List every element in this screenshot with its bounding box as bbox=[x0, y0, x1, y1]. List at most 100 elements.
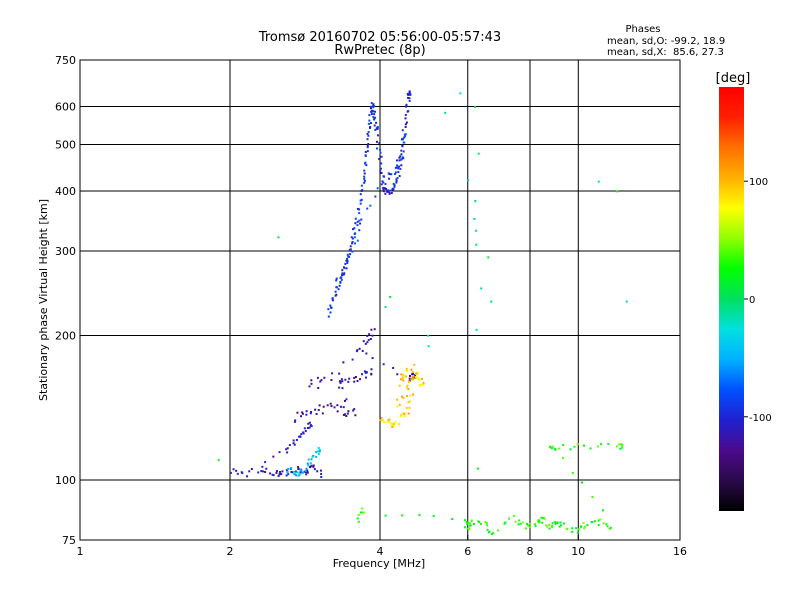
data-point bbox=[359, 202, 362, 205]
data-point bbox=[408, 90, 411, 93]
data-point bbox=[396, 177, 399, 180]
data-point bbox=[310, 425, 313, 428]
data-point bbox=[320, 476, 323, 479]
data-point bbox=[402, 157, 405, 160]
data-point bbox=[318, 450, 321, 453]
data-point bbox=[395, 159, 398, 162]
data-point bbox=[393, 172, 396, 175]
colorbar-tick-label: 0 bbox=[749, 295, 755, 306]
data-point bbox=[307, 427, 310, 430]
data-point bbox=[322, 405, 325, 408]
data-point bbox=[463, 526, 466, 529]
data-point bbox=[398, 403, 401, 406]
data-point bbox=[364, 150, 367, 153]
data-point bbox=[369, 105, 372, 108]
data-point bbox=[401, 514, 404, 517]
data-point bbox=[476, 467, 479, 470]
data-point bbox=[396, 405, 399, 408]
data-point bbox=[403, 136, 406, 139]
data-point bbox=[305, 413, 308, 416]
data-point bbox=[470, 519, 473, 522]
data-point bbox=[380, 183, 383, 186]
data-point bbox=[380, 416, 383, 419]
data-point bbox=[361, 349, 364, 352]
data-point bbox=[390, 422, 393, 425]
data-point bbox=[286, 470, 289, 473]
data-point bbox=[404, 135, 407, 138]
data-point bbox=[556, 522, 559, 525]
data-point bbox=[554, 522, 557, 525]
data-point bbox=[474, 106, 477, 109]
data-point bbox=[310, 458, 313, 461]
data-point bbox=[330, 405, 333, 408]
data-point bbox=[317, 452, 320, 455]
data-point bbox=[394, 171, 397, 174]
data-point bbox=[375, 127, 378, 130]
data-point bbox=[375, 121, 378, 124]
data-point bbox=[358, 208, 361, 211]
data-point bbox=[333, 406, 336, 409]
data-point bbox=[338, 372, 341, 375]
data-point bbox=[305, 467, 308, 470]
data-point bbox=[366, 133, 369, 136]
data-point bbox=[576, 443, 579, 446]
data-point bbox=[265, 467, 268, 470]
data-point bbox=[541, 521, 544, 524]
data-point bbox=[370, 102, 373, 105]
data-point bbox=[414, 374, 417, 377]
data-point bbox=[391, 188, 394, 191]
data-point bbox=[379, 170, 382, 173]
data-point bbox=[527, 524, 530, 527]
data-point bbox=[361, 189, 364, 192]
data-point bbox=[261, 465, 264, 468]
data-point bbox=[491, 532, 494, 535]
data-point bbox=[358, 347, 361, 350]
data-point bbox=[534, 524, 537, 527]
data-point bbox=[353, 236, 356, 239]
data-point bbox=[411, 375, 414, 378]
data-point bbox=[217, 459, 220, 462]
data-point bbox=[241, 472, 244, 475]
data-point bbox=[382, 186, 385, 189]
data-point bbox=[363, 179, 366, 182]
series-f-trace-inner bbox=[335, 133, 407, 289]
data-point bbox=[418, 384, 421, 387]
data-point bbox=[373, 124, 376, 127]
data-point bbox=[537, 519, 540, 522]
data-point bbox=[295, 438, 298, 441]
data-point bbox=[554, 448, 557, 451]
data-point bbox=[351, 250, 354, 253]
data-point bbox=[374, 195, 377, 198]
data-point bbox=[388, 192, 391, 195]
data-point bbox=[229, 471, 232, 474]
data-point bbox=[470, 520, 473, 523]
data-point bbox=[340, 378, 343, 381]
data-point bbox=[359, 193, 362, 196]
data-point bbox=[575, 527, 578, 530]
data-point bbox=[582, 522, 585, 525]
series-f-trace-lower bbox=[327, 102, 379, 318]
data-point bbox=[573, 445, 576, 448]
data-point bbox=[344, 378, 347, 381]
data-point bbox=[559, 521, 562, 524]
data-point bbox=[345, 267, 348, 270]
data-point bbox=[366, 207, 369, 210]
data-point bbox=[468, 522, 471, 525]
data-point bbox=[403, 374, 406, 377]
data-point bbox=[336, 404, 339, 407]
data-point bbox=[400, 153, 403, 156]
data-point bbox=[392, 366, 395, 369]
data-point bbox=[300, 415, 303, 418]
data-point bbox=[356, 207, 359, 210]
data-point bbox=[367, 130, 370, 133]
data-point bbox=[404, 117, 407, 120]
data-point bbox=[408, 406, 411, 409]
data-point bbox=[363, 172, 366, 175]
x-axis: 1 2 4 6 8 10 16 bbox=[77, 535, 687, 558]
data-point bbox=[366, 146, 369, 149]
data-point bbox=[329, 311, 332, 314]
data-point bbox=[399, 155, 402, 158]
data-point bbox=[620, 443, 623, 446]
data-point bbox=[418, 378, 421, 381]
data-point bbox=[343, 413, 346, 416]
